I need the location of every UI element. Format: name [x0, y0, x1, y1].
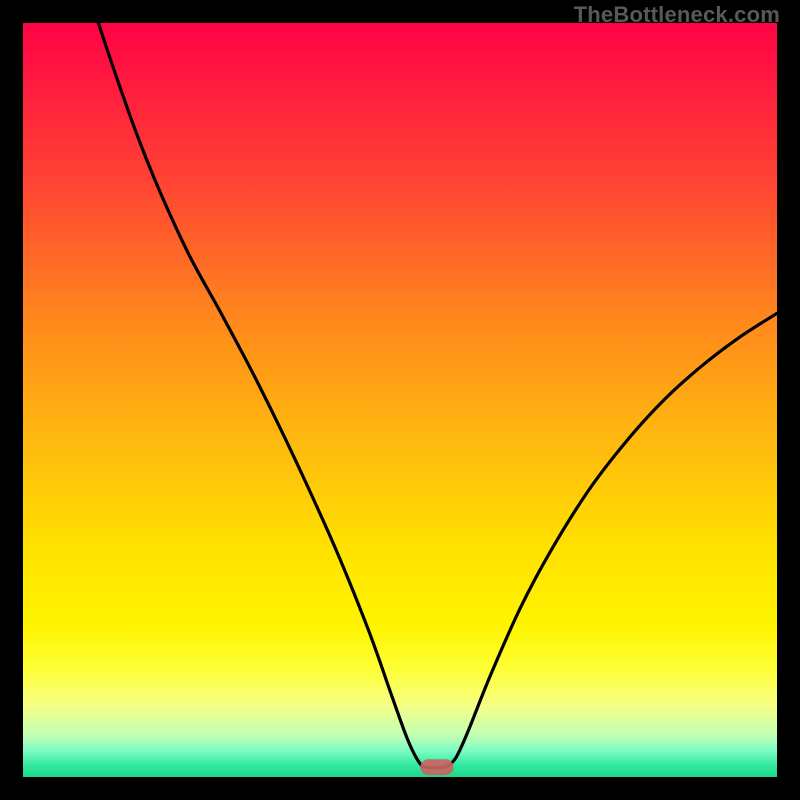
chart-svg — [23, 23, 777, 777]
plot-area — [23, 23, 777, 777]
optimum-marker — [420, 759, 453, 775]
chart-frame: TheBottleneck.com — [0, 0, 800, 800]
